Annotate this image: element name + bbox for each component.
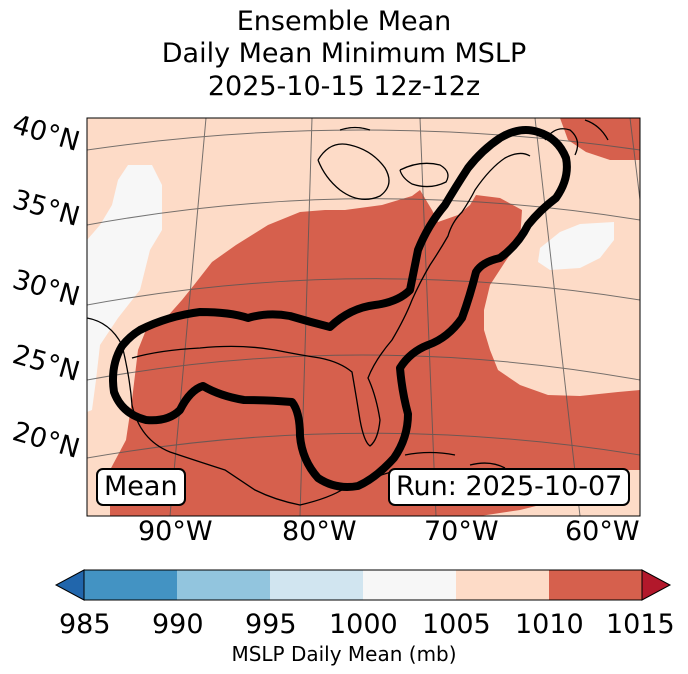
field-1000-1005-east — [538, 222, 614, 270]
colorbar-1000-1005 — [363, 570, 456, 600]
field-1000-1005-west — [87, 165, 162, 412]
colorbar-label: MSLP Daily Mean (mb) — [231, 642, 457, 666]
lon-label-90w: 90°W — [138, 516, 213, 547]
colorbar-over — [641, 569, 672, 601]
chart-title-line-3: 2025-10-15 12z-12z — [207, 71, 481, 102]
colorbar-990-995 — [177, 570, 270, 600]
contour-outline — [109, 126, 571, 491]
colorbar-995-1000 — [270, 570, 363, 600]
colorbar-tick-985: 985 — [59, 609, 111, 640]
field-1010-1015-ne — [560, 118, 640, 160]
colorbar-tick-995: 995 — [245, 609, 297, 640]
field-1010-1015 — [110, 190, 640, 516]
lon-label-70w: 70°W — [424, 516, 499, 547]
colorbar-1010-1015 — [549, 570, 642, 600]
colorbar-tick-1005: 1005 — [422, 609, 491, 640]
colorbar-under — [54, 569, 85, 601]
colorbar-985-990 — [84, 570, 177, 600]
colorbar-tick-990: 990 — [152, 609, 204, 640]
run-date-box: Run: 2025-10-07 — [388, 468, 631, 506]
colorbar-tick-1015: 1015 — [606, 609, 675, 640]
lon-label-80w: 80°W — [282, 516, 357, 547]
colorbar-tick-1000: 1000 — [329, 609, 398, 640]
colorbar-tick-1010: 1010 — [515, 609, 584, 640]
chart-title-line-1: Ensemble Mean — [236, 6, 452, 37]
lon-label-60w: 60°W — [565, 516, 640, 547]
chart-title-line-2: Daily Mean Minimum MSLP — [161, 38, 527, 69]
colorbar-1005-1010 — [456, 570, 549, 600]
mean-label-box: Mean — [96, 468, 186, 506]
